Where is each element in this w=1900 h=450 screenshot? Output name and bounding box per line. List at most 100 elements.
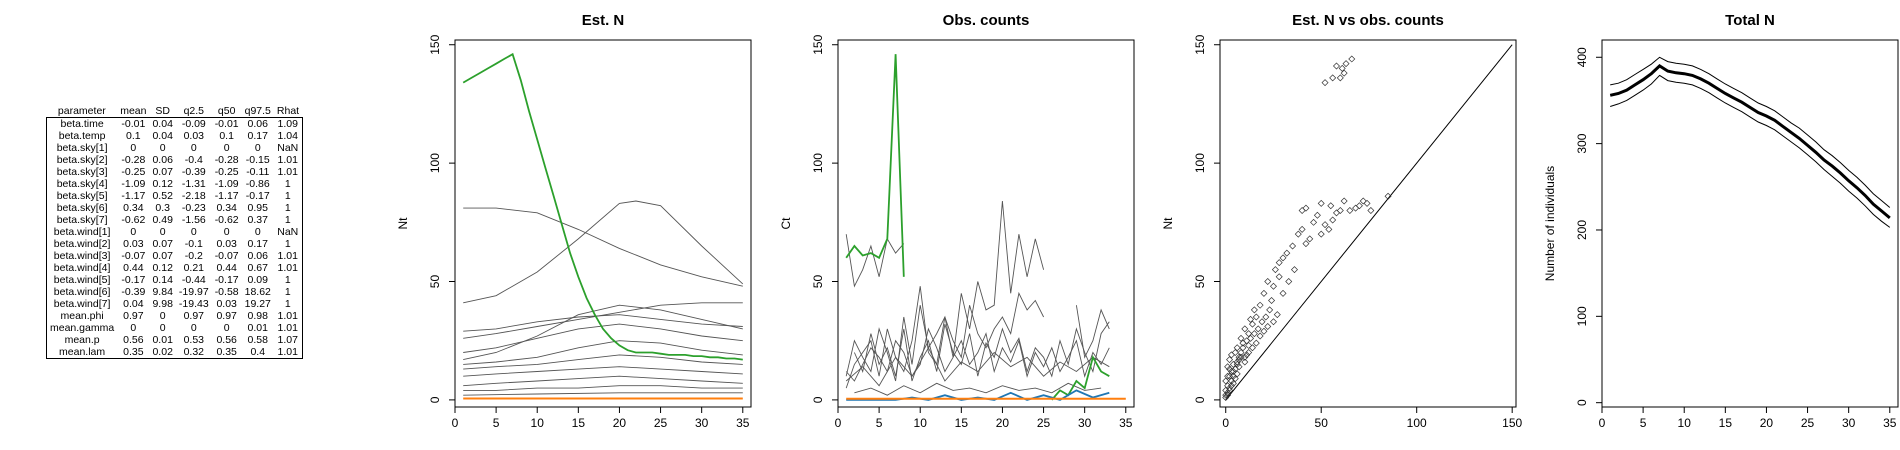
table-cell: 0	[223, 142, 230, 154]
scatter-point	[1248, 320, 1256, 328]
scatter-point	[1352, 204, 1360, 212]
x-tick-label: 15	[1719, 416, 1733, 430]
scatter-point	[1264, 278, 1272, 286]
scatter-point	[1247, 315, 1255, 323]
scatter-point	[1306, 235, 1314, 243]
table-cell: -1.09	[214, 178, 239, 190]
table-cell: -0.07	[214, 250, 239, 262]
scatter-point	[1317, 230, 1325, 238]
table-cell: 0	[159, 142, 166, 154]
y-tick-label: 150	[428, 34, 442, 54]
table-header-cell: Rhat	[276, 105, 300, 117]
parameter-name-cell: mean.p	[64, 334, 100, 346]
table-cell: 1.01	[277, 250, 298, 262]
parameter-name-cell: beta.wind[4]	[53, 262, 111, 274]
scatter-point	[1222, 391, 1230, 399]
x-tick-label: 0	[452, 416, 459, 430]
table-cell: 0.09	[247, 274, 268, 286]
scatter-point	[1298, 206, 1306, 214]
scatter-point	[1264, 323, 1272, 330]
parameter-name-cell: beta.wind[2]	[53, 238, 111, 250]
table-header-cell: SD	[155, 105, 170, 117]
table-cell: 0.3	[155, 202, 170, 214]
table-cell: 0	[190, 142, 197, 154]
scatter-point	[1275, 259, 1283, 267]
series-line	[1051, 354, 1110, 401]
table-cell: -0.1	[184, 238, 203, 250]
table-cell: -0.17	[214, 274, 239, 286]
table-cell: 0	[254, 226, 261, 238]
parameter-name-cell: beta.sky[3]	[56, 166, 108, 178]
table-cell: 0.32	[183, 346, 205, 358]
parameter-name-cell: beta.wind[5]	[53, 274, 111, 286]
parameter-name-cell: mean.lam	[59, 346, 106, 358]
table-cell: 0.52	[152, 190, 173, 202]
table-cell: -0.28	[121, 154, 146, 166]
scatter-point	[1231, 365, 1239, 373]
scatter-point	[1321, 221, 1329, 229]
table-cell: 1.01	[277, 310, 298, 322]
scatter-point	[1239, 339, 1247, 347]
table-row: mean.phi 0.97 0 0.97 0.97 0.98 1.01	[47, 310, 303, 322]
scatter-point	[1290, 266, 1298, 274]
table-cell: -0.17	[121, 274, 146, 286]
x-tick-label: 30	[1078, 416, 1092, 430]
scatter-point	[1235, 356, 1243, 364]
scatter-point	[1231, 349, 1239, 357]
table-cell: 1.01	[277, 154, 298, 166]
parameter-name-cell: beta.sky[4]	[56, 178, 108, 190]
y-tick-label: 100	[1193, 153, 1207, 173]
parameter-table: parameter mean SD q2.5 q50 q97.5 Rhat beta.tim…	[46, 105, 303, 359]
table-cell: 0.44	[123, 262, 144, 274]
table-cell: 0.07	[152, 238, 173, 250]
x-tick-label: 20	[996, 416, 1010, 430]
table-cell: 0.03	[216, 238, 237, 250]
table-cell: 0.34	[216, 202, 237, 214]
table-row: beta.time -0.01 0.04 -0.09 -0.01 0.06 1.09	[47, 118, 303, 131]
series-line	[845, 327, 1110, 382]
table-cell: 0.97	[123, 310, 144, 322]
table-header-cell: mean	[120, 105, 147, 117]
scatter-point	[1231, 375, 1239, 383]
x-tick-label: 35	[1119, 416, 1133, 430]
table-cell: 0.34	[123, 202, 144, 214]
table-cell: 0.1	[126, 130, 141, 142]
scatter-point	[1283, 249, 1291, 257]
scatter-point	[1258, 318, 1266, 326]
chart-panel-3: Est. N vs obs. counts050100150050100150C…	[1161, 12, 1523, 430]
scatter-point	[1247, 334, 1255, 342]
scatter-point	[1275, 273, 1283, 281]
table-cell: 0.02	[152, 346, 173, 358]
table-row: beta.sky[2] -0.28 0.06 -0.4 -0.28 -0.15 1.01	[47, 154, 303, 166]
table-cell: -0.62	[121, 214, 146, 226]
table-cell: -1.56	[181, 214, 206, 226]
plot-area	[1609, 56, 1891, 228]
table-header-row: parameter mean SD q2.5 q50 q97.5 Rhat	[47, 105, 303, 118]
table-cell: -0.17	[245, 190, 270, 202]
table-cell: 1.07	[277, 334, 298, 346]
x-tick-label: 10	[531, 416, 545, 430]
parameter-name-cell: beta.sky[2]	[56, 154, 108, 166]
table-cell: 0.98	[247, 310, 268, 322]
scatter-point	[1229, 379, 1237, 387]
y-tick-label: 50	[1193, 275, 1207, 289]
chart-title: Est. N vs obs. counts	[1292, 12, 1444, 29]
table-cell: -0.15	[245, 154, 270, 166]
table-cell: 0.4	[250, 346, 266, 358]
table-cell: 1	[284, 190, 291, 202]
table-row: beta.sky[5] -1.17 0.52 -2.18 -1.17 -0.17 1	[47, 190, 303, 202]
table-row: beta.sky[6] 0.34 0.3 -0.23 0.34 0.95 1	[47, 202, 303, 214]
parameter-name-cell: beta.sky[7]	[56, 214, 108, 226]
table-row: beta.sky[3] -0.25 0.07 -0.39 -0.25 -0.11 1.01	[47, 166, 303, 178]
table-cell: 0.01	[152, 334, 173, 346]
table-cell: 0.07	[152, 250, 173, 262]
table-cell: -0.28	[214, 154, 239, 166]
table-header-cell: parameter	[57, 105, 106, 117]
table-cell: 0	[159, 226, 166, 238]
scatter-point	[1243, 351, 1251, 359]
scatter-point	[1252, 339, 1260, 347]
table-cell: 1	[284, 274, 291, 286]
scatter-point	[1233, 370, 1241, 378]
x-tick-label: 0	[1222, 416, 1229, 430]
parameter-name-cell: beta.wind[3]	[53, 250, 111, 262]
